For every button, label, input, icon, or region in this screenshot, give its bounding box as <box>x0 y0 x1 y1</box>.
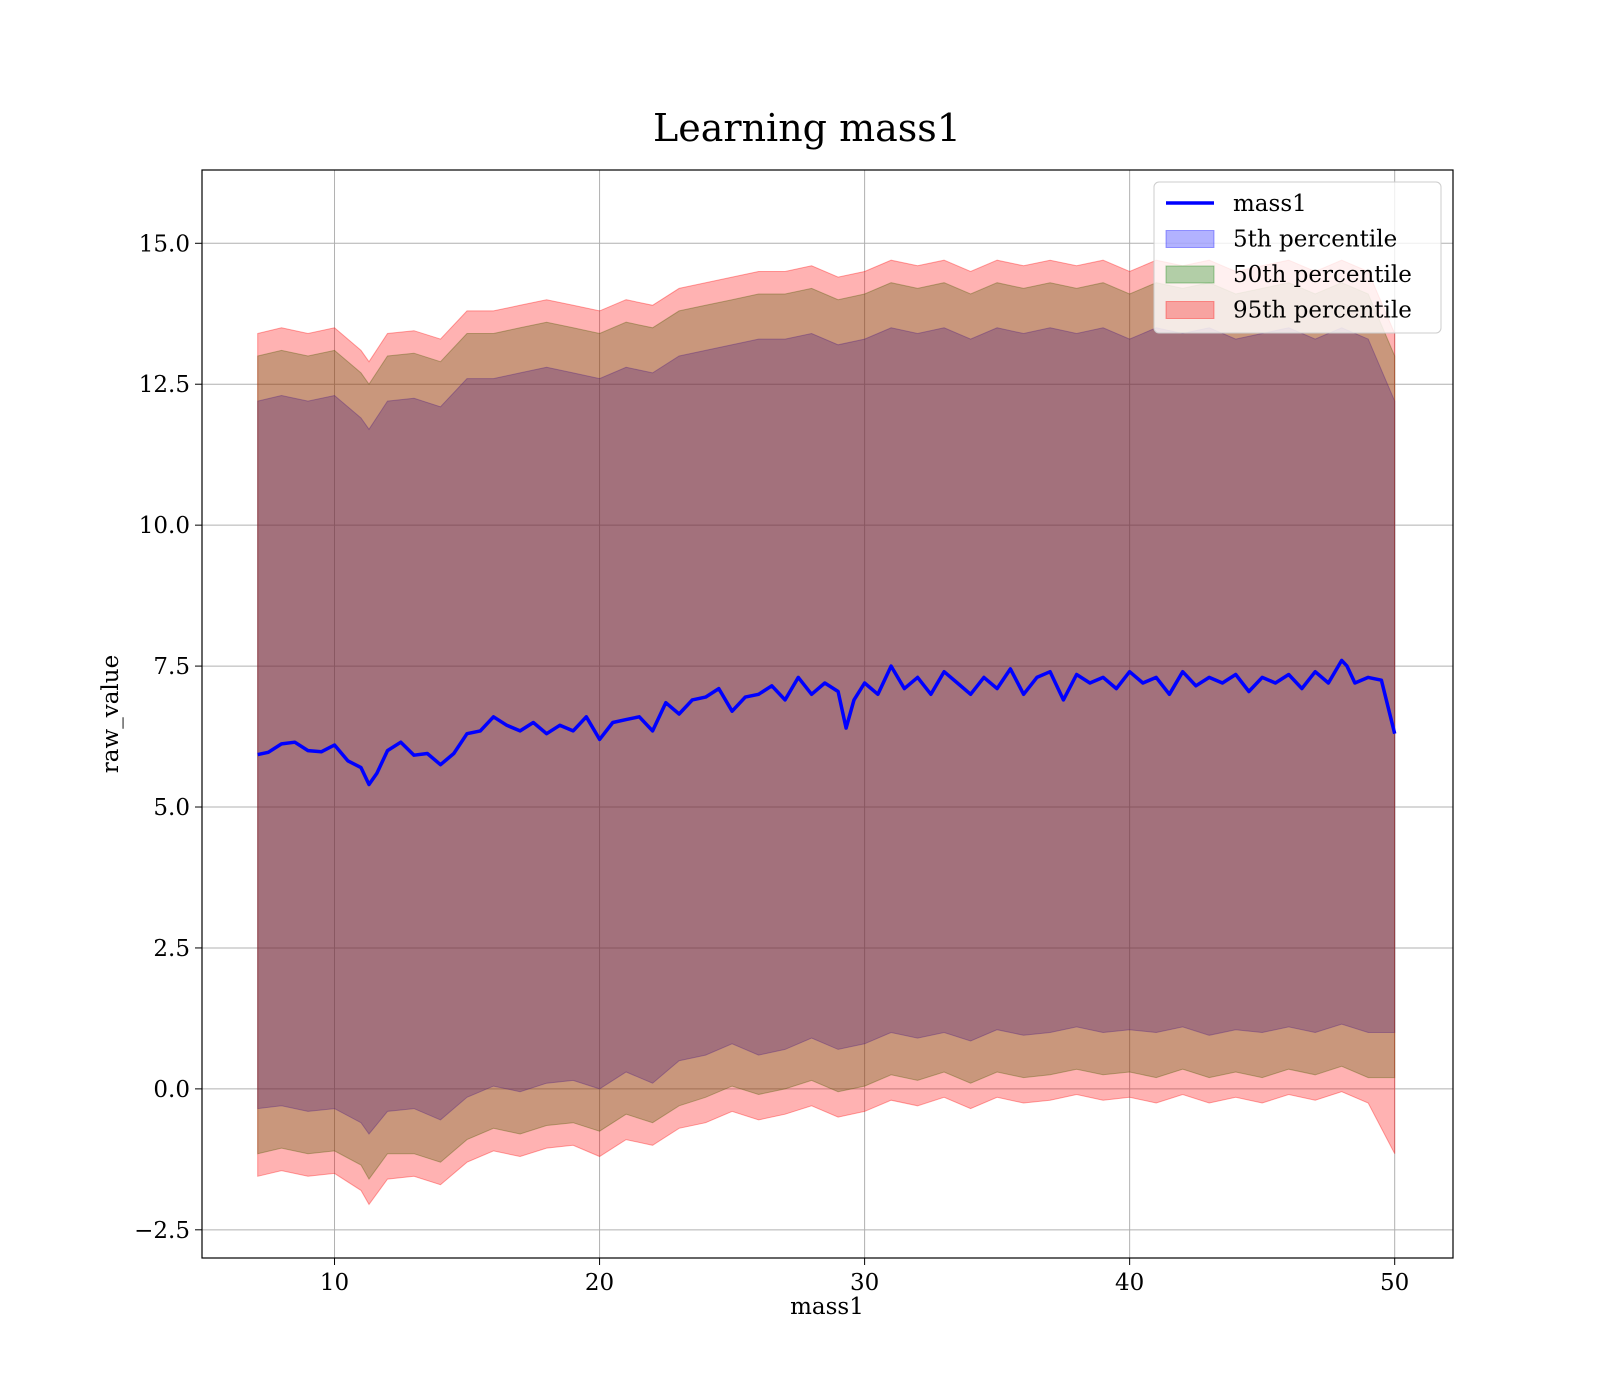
y-tick-label: 7.5 <box>153 654 190 680</box>
x-tick-label: 50 <box>1380 1270 1409 1296</box>
legend-label: 5th percentile <box>1233 227 1397 253</box>
y-tick-label: 12.5 <box>139 372 190 398</box>
y-tick-label: 5.0 <box>153 795 190 821</box>
series-lines <box>257 658 1397 787</box>
percentile-bands <box>257 259 1396 1206</box>
band-5th-percentile <box>257 327 1396 1135</box>
line-mass1 <box>257 658 1397 787</box>
band-95th-percentile <box>257 259 1396 1206</box>
x-tick-label: 10 <box>320 1270 349 1296</box>
y-tick-label: −2.5 <box>134 1218 190 1244</box>
legend-label: 95th percentile <box>1233 298 1412 324</box>
legend-swatch-band <box>1165 301 1215 319</box>
x-axis-label: mass1 <box>790 1294 864 1320</box>
legend-swatch-band <box>1165 265 1215 284</box>
plot-area-frame <box>201 169 1454 1259</box>
x-tick-label: 40 <box>1115 1270 1144 1296</box>
legend: mass1 5th percentile 50th percentile 95th p… <box>1153 181 1442 334</box>
x-tick-label: 30 <box>850 1270 879 1296</box>
y-tick-label: 0.0 <box>153 1077 190 1103</box>
axis-ticks: 10 20 30 40 50 −2.5 0.0 2.5 5.0 7.5 10.0 12.5 15.0 <box>134 231 1409 1296</box>
band-50th-percentile <box>257 282 1396 1181</box>
legend-label: mass1 <box>1233 191 1307 217</box>
y-tick-label: 2.5 <box>153 936 190 962</box>
y-tick-label: 15.0 <box>139 231 190 257</box>
y-axis-label: raw_value <box>98 655 124 773</box>
y-tick-label: 10.0 <box>139 513 190 539</box>
x-tick-label: 20 <box>585 1270 614 1296</box>
legend-label: 50th percentile <box>1233 262 1412 288</box>
chart-title: Learning mass1 <box>653 106 961 150</box>
legend-box <box>1153 181 1442 334</box>
legend-swatch-band <box>1165 230 1215 248</box>
